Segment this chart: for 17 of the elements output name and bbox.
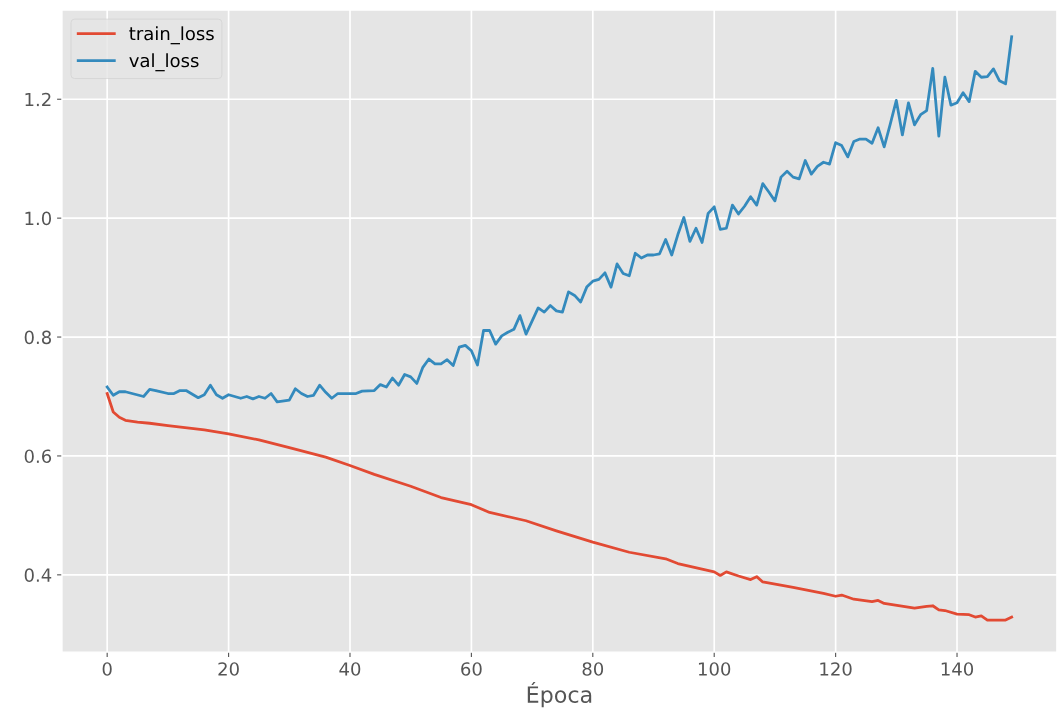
legend-label: val_loss — [129, 53, 199, 72]
x-tick-label: 100 — [698, 662, 731, 676]
x-tick-label: 20 — [218, 662, 239, 676]
y-tick-label: 0.4 — [24, 568, 52, 582]
y-tick-label: 0.8 — [24, 330, 51, 345]
x-tick-label: 80 — [582, 662, 604, 676]
line-series — [105, 392, 1014, 622]
x-tick-label: 40 — [339, 662, 361, 676]
y-tick-label: 0.6 — [24, 449, 52, 464]
x-tick-label: 60 — [461, 662, 482, 676]
y-tick-label: 1.2 — [25, 92, 51, 107]
legend-label: train_loss — [129, 26, 214, 45]
x-axis-title: Época — [527, 682, 592, 708]
x-tick-label: 0 — [102, 662, 112, 676]
x-tick-label: 120 — [820, 662, 852, 676]
x-tick-label: 140 — [941, 662, 974, 676]
y-tick-label: 1.0 — [25, 211, 52, 226]
